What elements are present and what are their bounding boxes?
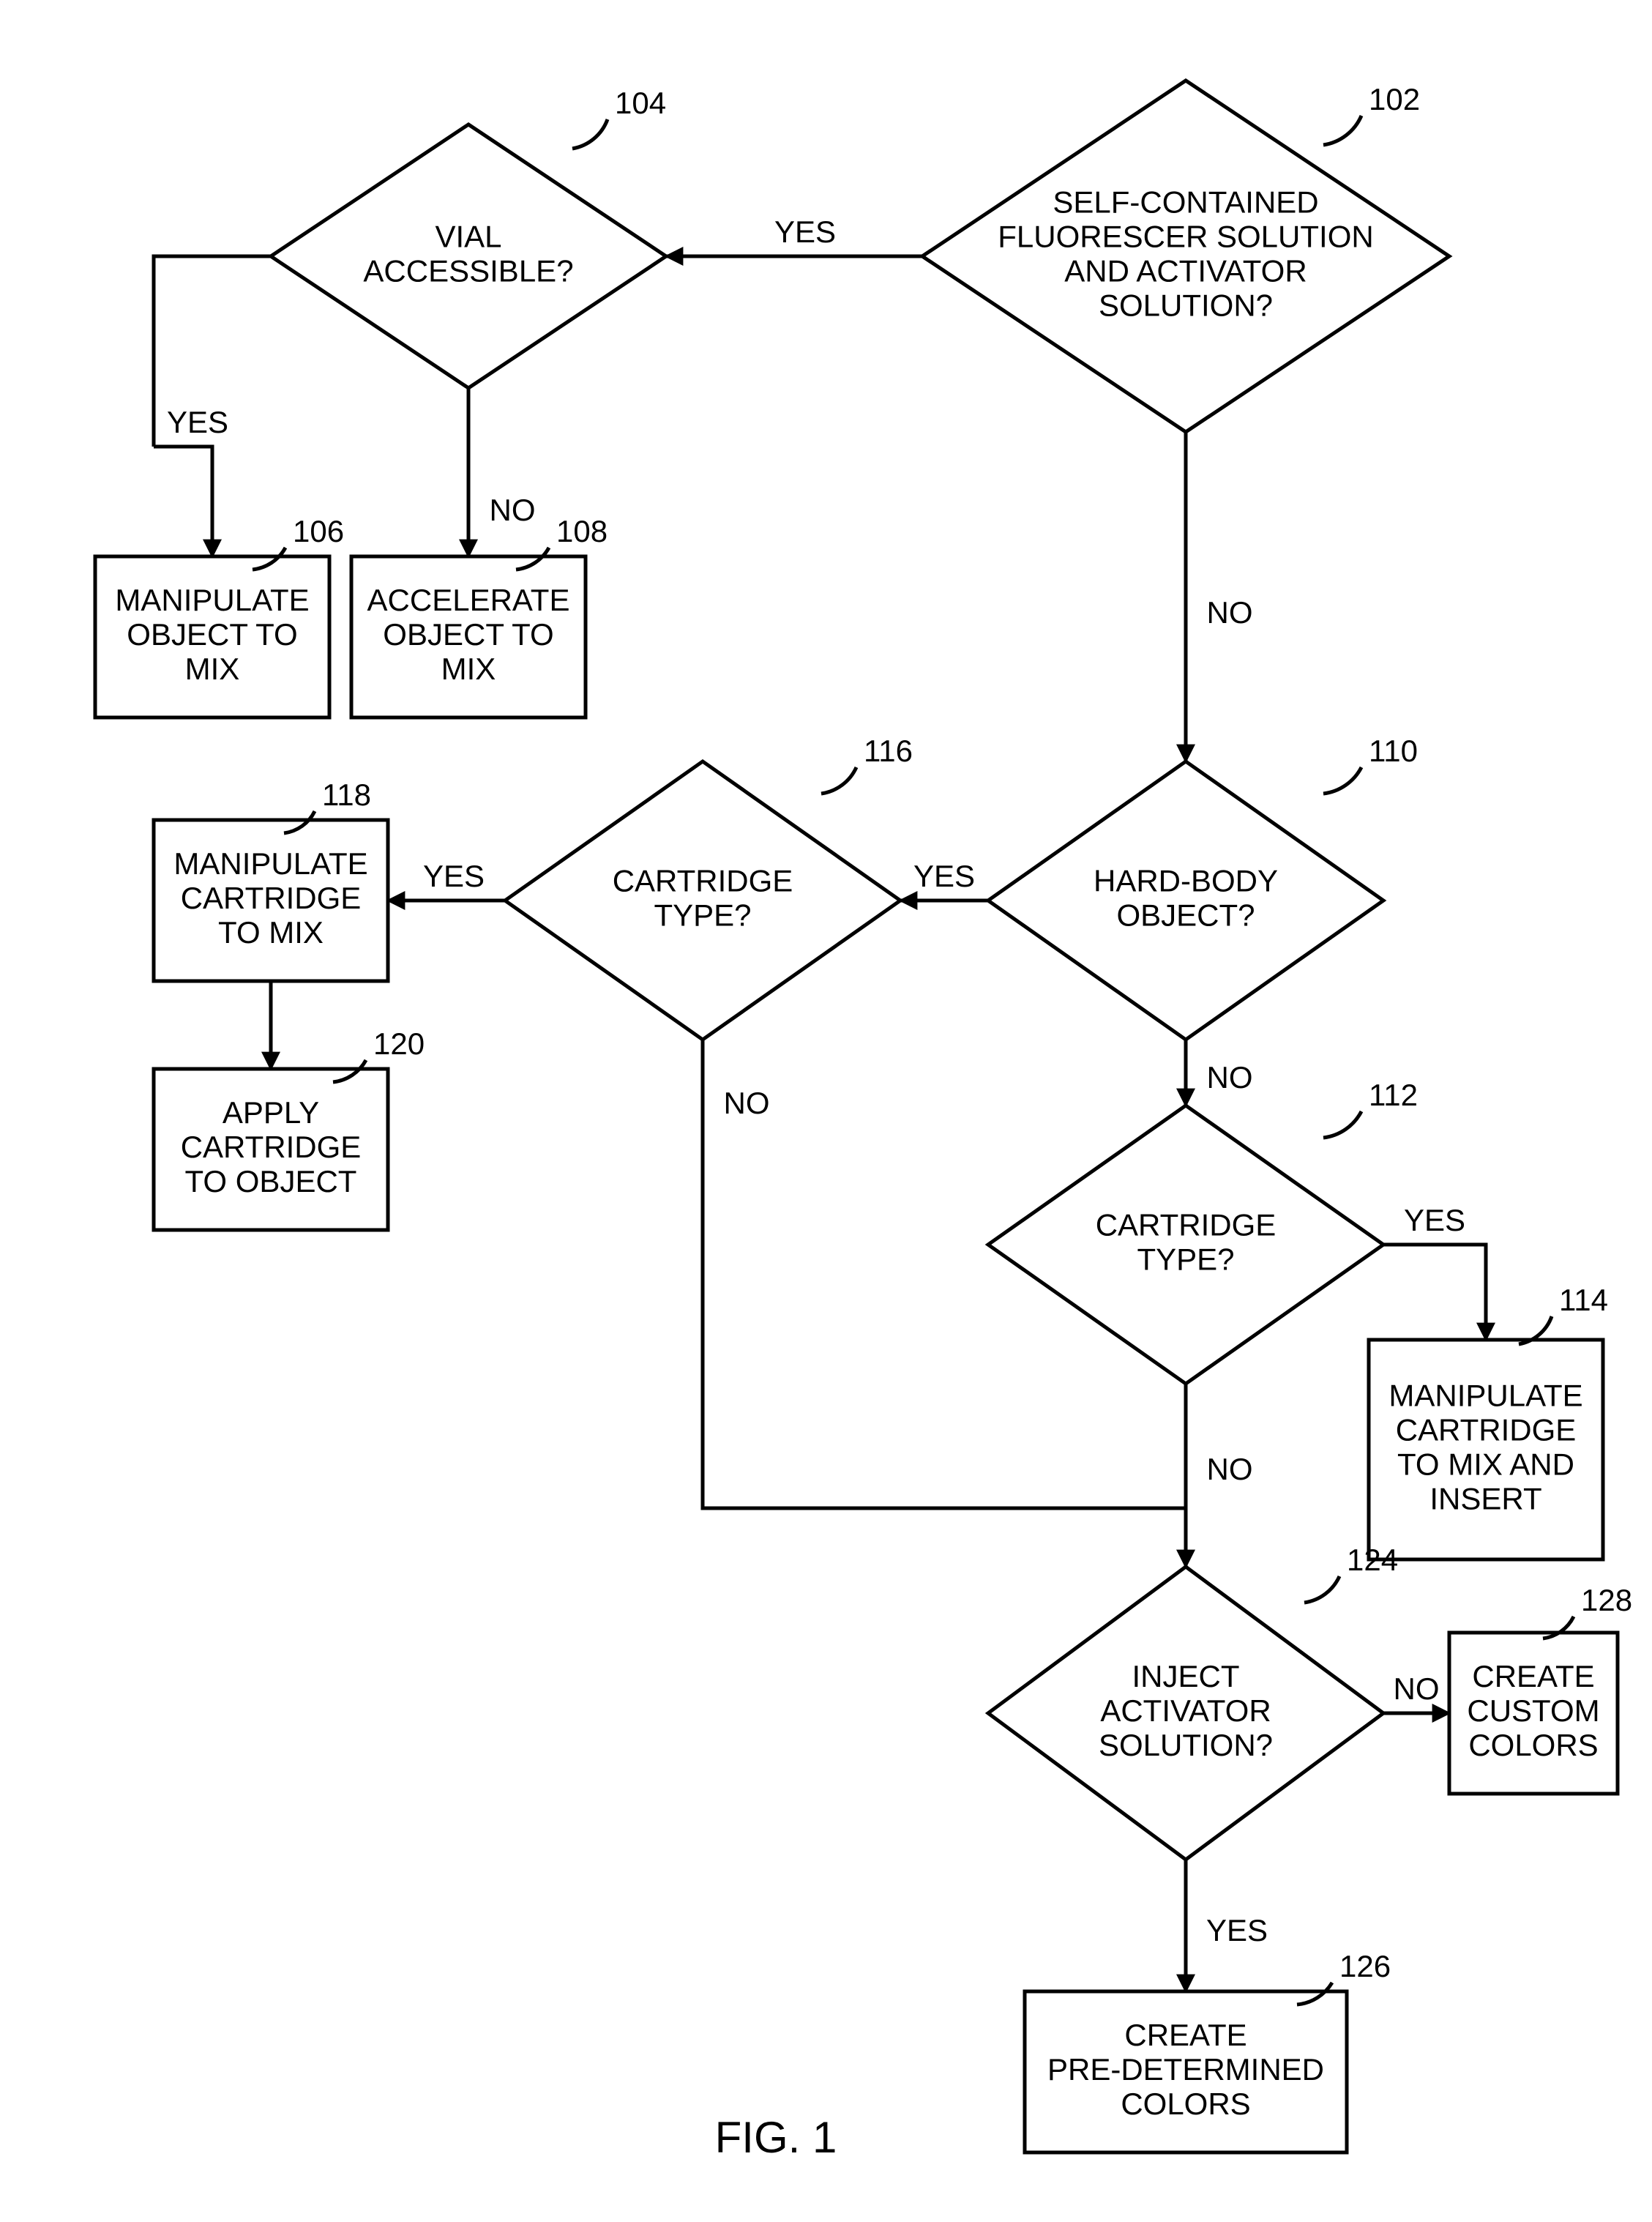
ref-leader <box>821 767 856 794</box>
flow-edge <box>154 447 212 556</box>
edge-label: YES <box>1206 1913 1268 1947</box>
node-text: ACCELERATE <box>367 583 570 617</box>
ref-number: 104 <box>615 86 666 120</box>
node-text: SOLUTION? <box>1099 288 1273 323</box>
node-text: TO MIX AND <box>1397 1447 1574 1482</box>
node-text: ACCESSIBLE? <box>363 254 573 288</box>
node-text: MIX <box>441 652 496 686</box>
node-text: TO OBJECT <box>185 1164 357 1198</box>
node-text: CUSTOM <box>1467 1693 1599 1728</box>
node-text: OBJECT? <box>1116 898 1255 933</box>
node-text: OBJECT TO <box>383 617 553 652</box>
node-text: AND ACTIVATOR <box>1064 254 1307 288</box>
edge-label: YES <box>423 859 485 893</box>
node-text: INJECT <box>1132 1659 1240 1693</box>
node-text: SOLUTION? <box>1099 1728 1273 1762</box>
ref-number: 118 <box>322 778 371 812</box>
ref-leader <box>1323 116 1361 145</box>
node-text: HARD-BODY <box>1094 864 1278 898</box>
node-text: MANIPULATE <box>173 846 367 881</box>
ref-number: 112 <box>1369 1078 1418 1112</box>
node-text: TYPE? <box>654 898 751 933</box>
edge-label: NO <box>1394 1671 1440 1706</box>
node-text: CREATE <box>1124 2018 1247 2052</box>
node-text: CARTRIDGE <box>181 881 362 915</box>
edge-label: YES <box>774 215 836 249</box>
node-text: PRE-DETERMINED <box>1047 2052 1324 2087</box>
ref-number: 120 <box>373 1026 425 1061</box>
node-text: CARTRIDGE <box>1396 1413 1577 1447</box>
ref-number: 124 <box>1347 1543 1398 1577</box>
ref-number: 102 <box>1369 82 1420 116</box>
edge-label: YES <box>913 859 975 893</box>
edge-label: NO <box>490 493 536 527</box>
ref-number: 128 <box>1581 1583 1632 1617</box>
node-text: CARTRIDGE <box>181 1130 362 1164</box>
ref-number: 126 <box>1339 1949 1391 1983</box>
ref-number: 116 <box>864 734 913 768</box>
node-text: MIX <box>185 652 240 686</box>
node-text: MANIPULATE <box>115 583 309 617</box>
ref-leader <box>1323 1111 1361 1138</box>
edge-label: NO <box>724 1086 770 1120</box>
ref-number: 114 <box>1559 1283 1608 1317</box>
node-text: CARTRIDGE <box>613 864 793 898</box>
ref-leader <box>572 119 608 149</box>
node-text: CARTRIDGE <box>1096 1208 1277 1242</box>
node-text: VIAL <box>435 220 501 254</box>
node-text: TYPE? <box>1137 1242 1234 1277</box>
node-text: APPLY <box>223 1095 319 1130</box>
edge-label: YES <box>1404 1203 1465 1237</box>
node-text: TO MIX <box>218 915 324 950</box>
node-text: INSERT <box>1429 1482 1541 1516</box>
node-text: CREATE <box>1472 1659 1594 1693</box>
edge-label: NO <box>1207 1060 1253 1095</box>
ref-leader <box>1304 1576 1339 1603</box>
node-text: SELF-CONTAINED <box>1053 185 1318 220</box>
figure-caption: FIG. 1 <box>715 2113 837 2162</box>
node-text: FLUORESCER SOLUTION <box>998 220 1373 254</box>
flow-edge <box>1383 1245 1486 1340</box>
node-text: MANIPULATE <box>1388 1379 1582 1413</box>
edge-label: NO <box>1207 1452 1253 1486</box>
node-text: COLORS <box>1121 2087 1250 2121</box>
edge-label: NO <box>1207 595 1253 630</box>
edge-label: YES <box>167 405 228 439</box>
node-text: ACTIVATOR <box>1100 1693 1271 1728</box>
ref-number: 110 <box>1369 734 1418 768</box>
ref-leader <box>1323 767 1361 794</box>
ref-number: 106 <box>293 514 344 548</box>
node-text: OBJECT TO <box>127 617 297 652</box>
ref-number: 108 <box>556 514 608 548</box>
node-text: COLORS <box>1468 1728 1598 1762</box>
